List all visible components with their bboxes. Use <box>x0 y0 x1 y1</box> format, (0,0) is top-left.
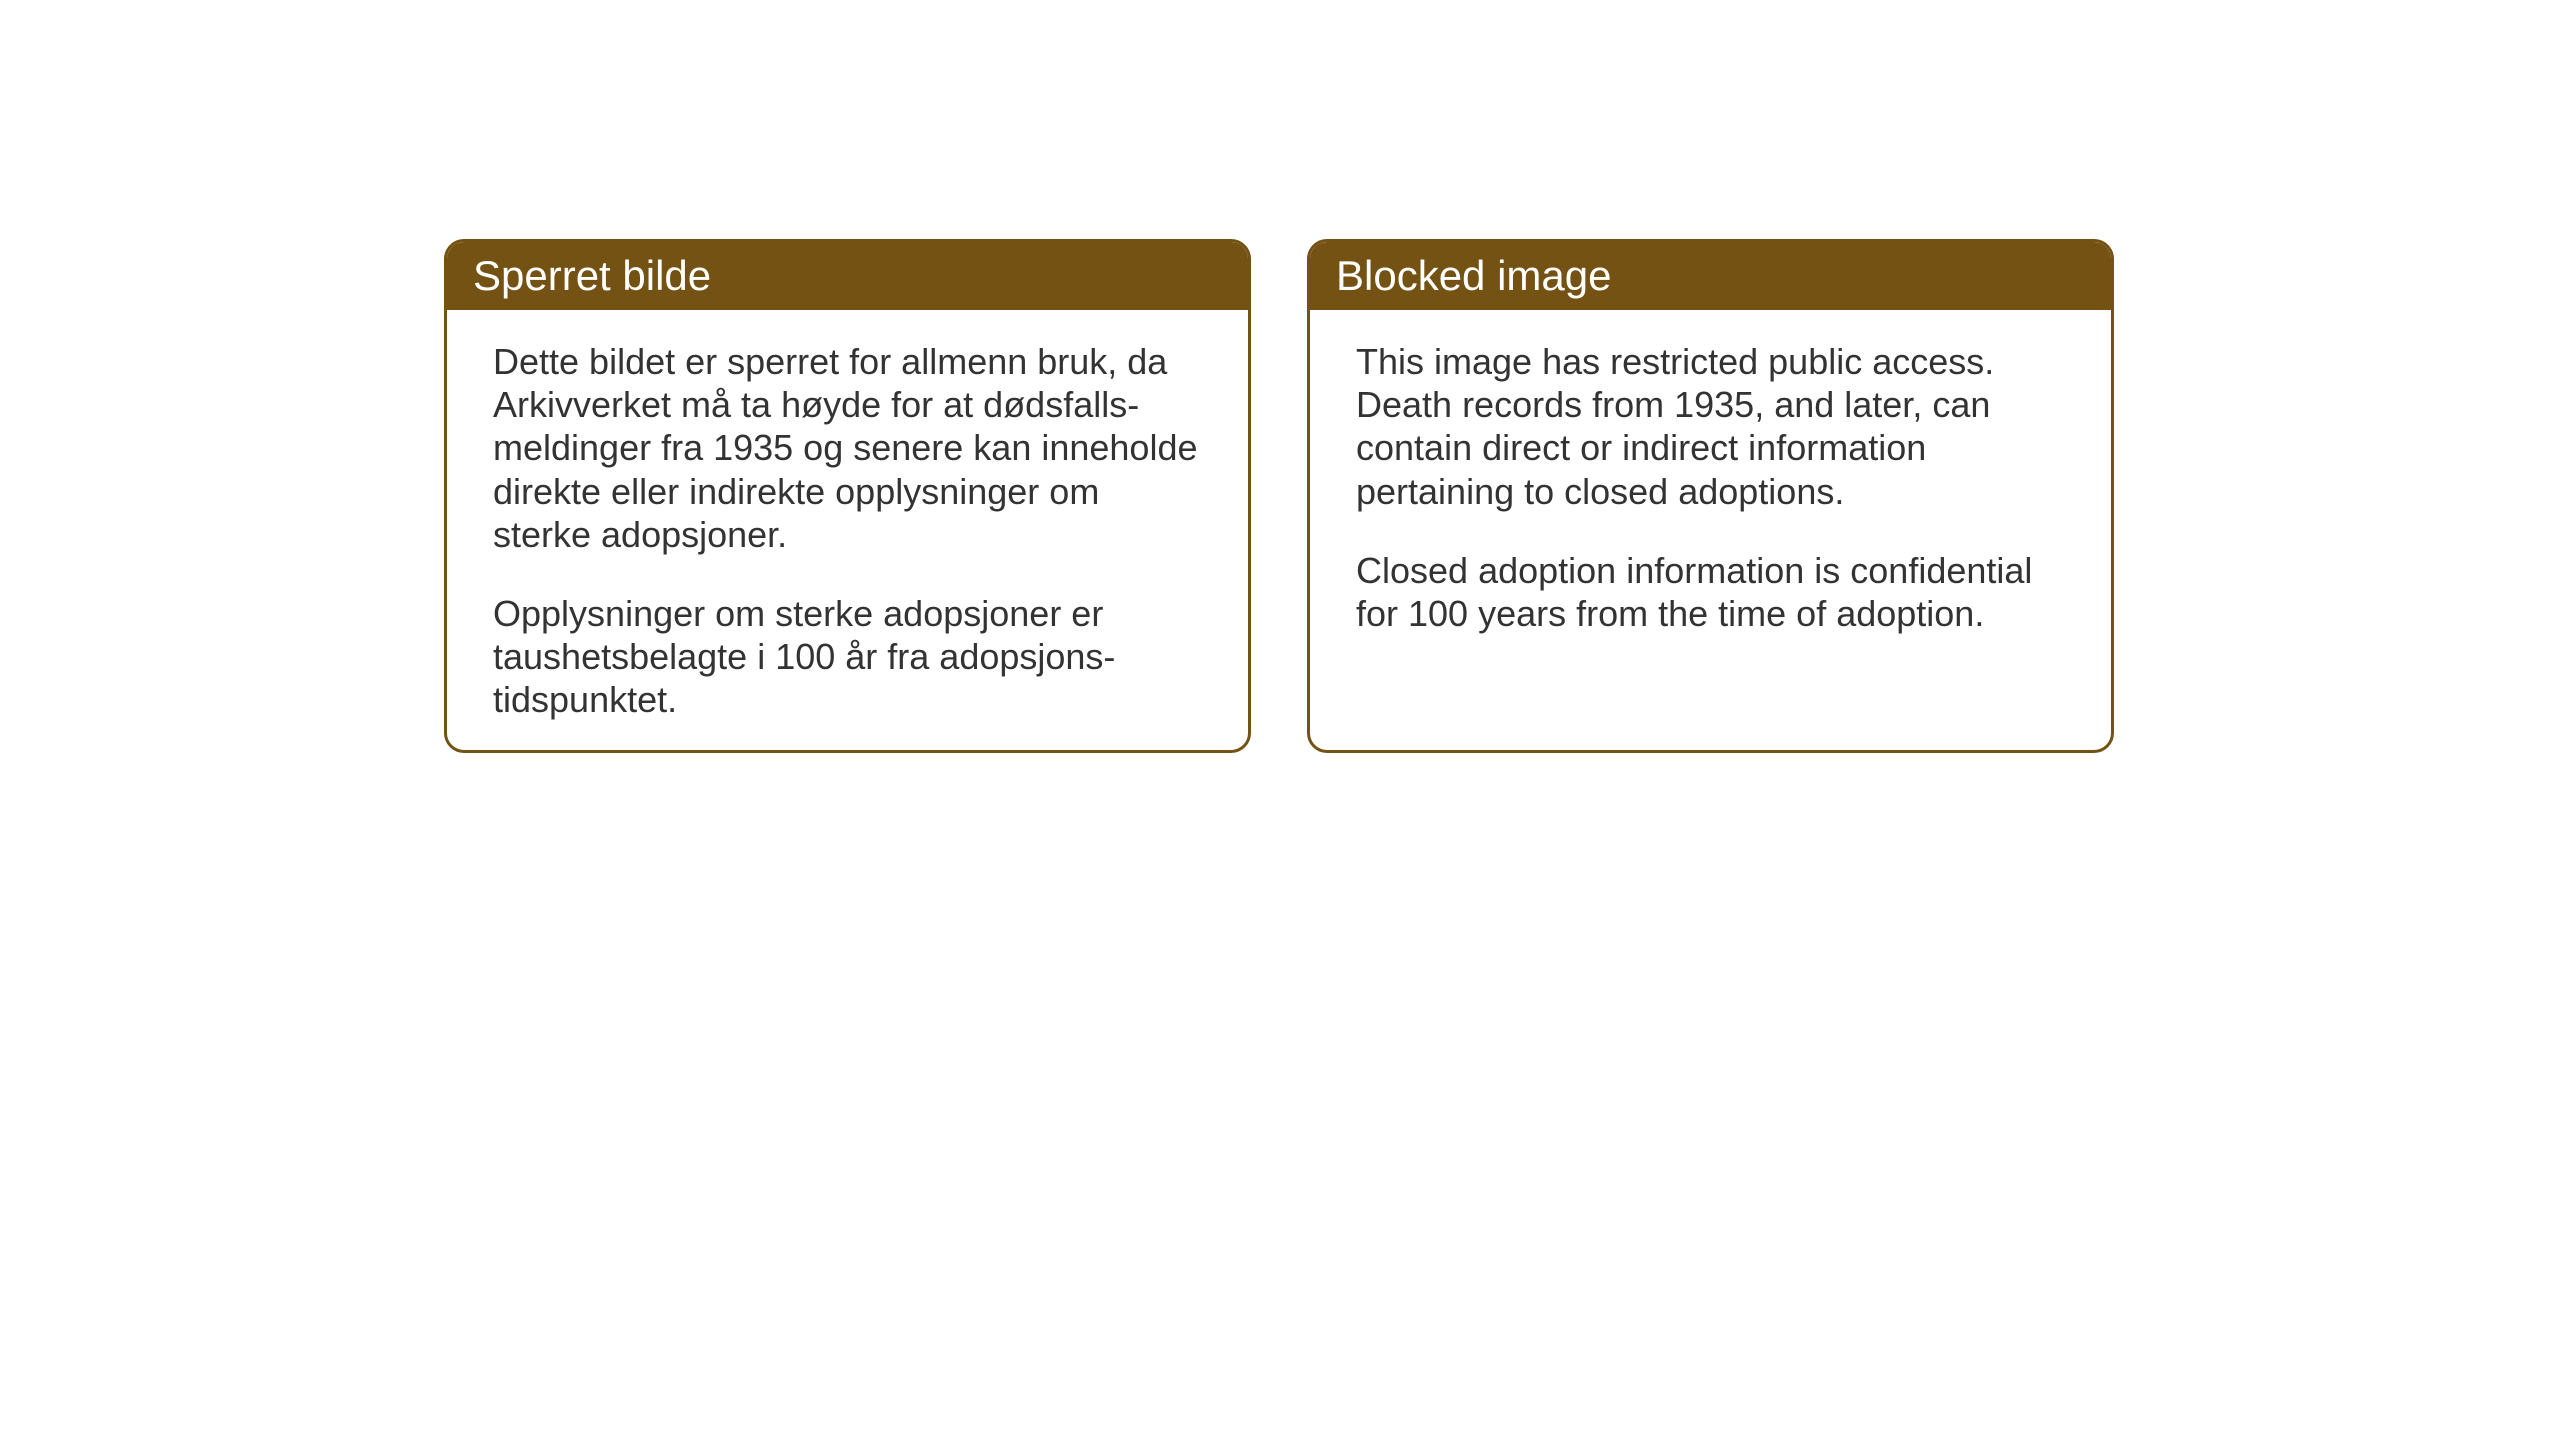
notice-container: Sperret bilde Dette bildet er sperret fo… <box>444 239 2114 753</box>
card-body-english: This image has restricted public access.… <box>1310 310 2111 750</box>
body-paragraph: Closed adoption information is confident… <box>1356 549 2065 635</box>
card-body-norwegian: Dette bildet er sperret for allmenn bruk… <box>447 310 1248 750</box>
card-header-english: Blocked image <box>1310 242 2111 310</box>
notice-card-english: Blocked image This image has restricted … <box>1307 239 2114 753</box>
card-header-norwegian: Sperret bilde <box>447 242 1248 310</box>
body-paragraph: This image has restricted public access.… <box>1356 340 2065 513</box>
body-paragraph: Opplysninger om sterke adopsjoner er tau… <box>493 592 1202 722</box>
body-paragraph: Dette bildet er sperret for allmenn bruk… <box>493 340 1202 556</box>
notice-card-norwegian: Sperret bilde Dette bildet er sperret fo… <box>444 239 1251 753</box>
